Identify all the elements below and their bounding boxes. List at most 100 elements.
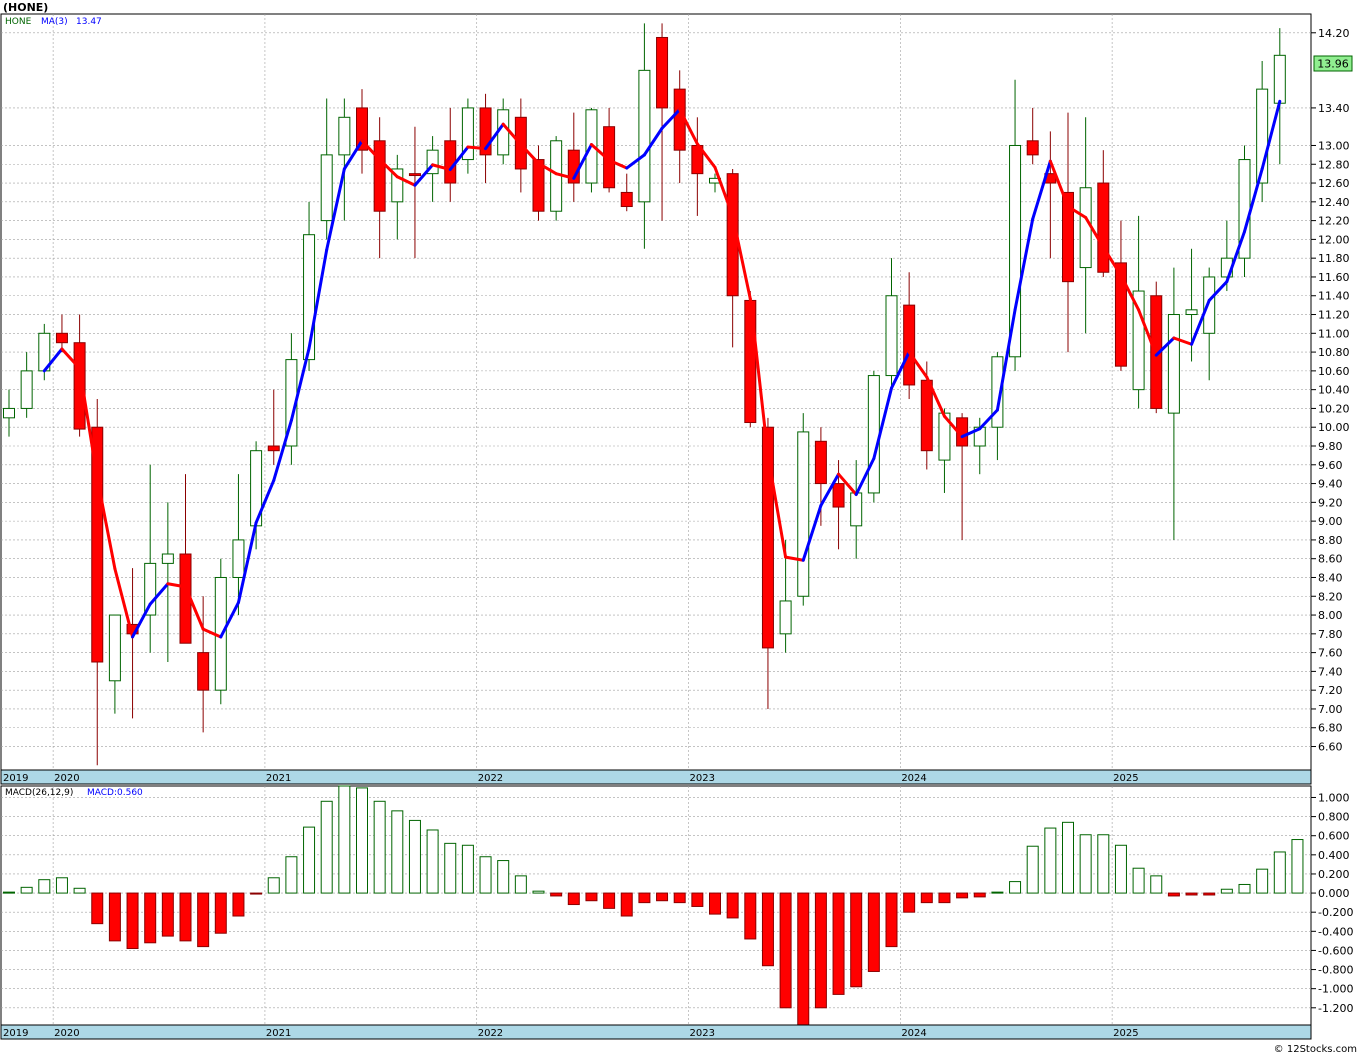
ma-segment <box>201 627 223 639</box>
price-y-tick-label: 7.20 <box>1318 684 1343 697</box>
macd-bar-negative <box>797 892 810 1026</box>
chart-title: (HONE) <box>3 1 48 14</box>
macd-y-tick-label: 0.600 <box>1318 830 1350 843</box>
ma-segment <box>342 139 364 171</box>
ma-segment <box>607 158 629 170</box>
macd-x-tick-label: 2020 <box>54 1028 79 1039</box>
ma-segment <box>660 107 682 130</box>
macd-bar-positive <box>1238 883 1251 894</box>
ma-segment <box>1101 245 1123 277</box>
macd-x-tick-label: 2019 <box>3 1028 28 1039</box>
macd-bar-negative <box>726 892 739 919</box>
macd-bar-negative <box>920 892 933 904</box>
macd-bar-positive <box>3 891 15 894</box>
macd-y-tick-label: 0.000 <box>1318 887 1350 900</box>
price-y-tick-label: 12.80 <box>1318 158 1350 171</box>
price-y-tick-label: 13.00 <box>1318 139 1350 152</box>
ma-segment <box>819 472 841 507</box>
macd-bar-positive <box>1150 875 1163 894</box>
candle-up <box>338 116 351 156</box>
macd-bar-negative <box>956 892 969 899</box>
price-y-tick-label: 9.60 <box>1318 459 1343 472</box>
ma-segment <box>1084 215 1105 249</box>
price-x-tick-label: 2022 <box>478 773 503 784</box>
macd-bar-negative <box>779 892 792 1009</box>
candle-down <box>744 299 757 424</box>
ma-segment <box>748 297 770 457</box>
macd-bar-positive <box>20 886 33 894</box>
price-y-tick-label: 12.60 <box>1318 177 1350 190</box>
price-x-tick-label: 2020 <box>54 773 79 784</box>
macd-bar-negative <box>867 892 880 972</box>
macd-bar-negative <box>850 892 863 988</box>
macd-bar-positive <box>1220 888 1233 894</box>
price-y-tick-label: 11.20 <box>1318 309 1350 322</box>
ma-segment <box>378 158 399 179</box>
price-x-tick-label: 2021 <box>266 773 291 784</box>
candle-up <box>232 539 245 578</box>
ma-segment <box>501 122 523 147</box>
macd-bar-positive <box>1009 881 1022 894</box>
macd-bar-negative <box>567 892 580 906</box>
ma-segment <box>184 585 205 631</box>
candle-down <box>197 652 210 691</box>
macd-y-tick-label: 1.000 <box>1318 791 1350 804</box>
macd-y-tick-label: 0.400 <box>1318 849 1350 862</box>
ma-segment <box>890 350 911 390</box>
macd-bar-negative <box>814 892 827 1009</box>
candle-up <box>161 553 174 564</box>
ma-segment <box>113 567 135 639</box>
macd-bar-positive <box>1097 834 1110 894</box>
ma-segment <box>307 248 329 350</box>
candle-up <box>426 149 439 175</box>
macd-y-axis: 1.000 0.800 0.600 0.400 0.200 0.000 -0.200 -0.4… <box>1311 791 1353 1015</box>
macd-bar-negative <box>91 892 104 925</box>
macd-bar-negative <box>250 892 263 895</box>
candle-down <box>373 140 386 212</box>
price-y-tick-label: 14.20 <box>1318 27 1350 40</box>
legend-ma-label: MA(3) <box>41 17 68 27</box>
ma-segment <box>1066 205 1088 219</box>
macd-bar-negative <box>1185 892 1198 896</box>
ma-segment <box>695 142 717 169</box>
price-y-tick-label: 7.40 <box>1318 665 1343 678</box>
price-y-tick-label: 10.20 <box>1318 402 1350 415</box>
macd-bar-positive <box>1044 827 1057 894</box>
macd-date-bar <box>0 1024 1312 1040</box>
macd-bar-negative <box>691 892 704 907</box>
macd-x-axis: 2019 2020 2021 2022 2023 2024 2025 <box>3 1028 1139 1039</box>
candle-down <box>91 426 104 663</box>
candle-up <box>1203 276 1216 334</box>
macd-bar-positive <box>38 879 51 894</box>
macd-x-tick-label: 2024 <box>901 1028 926 1039</box>
candle-down <box>444 140 457 184</box>
macd-y-tick-label: -0.600 <box>1318 944 1353 957</box>
macd-y-tick-label: -1.200 <box>1318 1002 1353 1015</box>
ma-segment <box>801 503 823 562</box>
price-y-tick-label: 7.00 <box>1318 703 1343 716</box>
ma-segment <box>784 555 805 562</box>
last-price-tag <box>1313 55 1353 72</box>
macd-y-tick-label: -0.200 <box>1318 906 1353 919</box>
ma-segment <box>960 427 982 439</box>
ma-segment <box>1137 308 1158 357</box>
ma-segment <box>289 346 311 422</box>
ma-segment <box>854 457 876 497</box>
macd-bar-negative <box>744 892 757 940</box>
price-x-tick-label: 2023 <box>690 773 715 784</box>
price-gridlines <box>1 14 1311 770</box>
candle-up <box>1009 144 1022 358</box>
macd-bar-negative <box>638 892 651 904</box>
price-y-tick-label: 12.40 <box>1318 196 1350 209</box>
ma-segment <box>713 165 735 218</box>
watermark: © 12Stocks.com <box>1274 1044 1357 1055</box>
ma-segment <box>448 145 470 172</box>
ma-segment <box>236 521 258 605</box>
ma-segment <box>519 143 540 165</box>
candle-down <box>479 107 492 156</box>
ma-segment <box>78 366 99 480</box>
ma-segment <box>272 418 293 482</box>
candle-up <box>1256 88 1269 184</box>
candle-up <box>303 234 316 361</box>
macd-bar-positive <box>991 891 1004 894</box>
